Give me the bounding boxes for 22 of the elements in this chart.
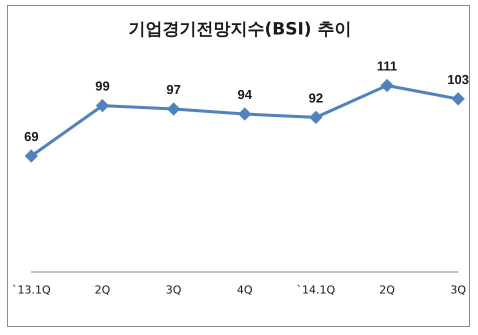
chart-title: 기업경기전망지수(BSI) 추이: [128, 20, 352, 40]
point: [96, 100, 108, 112]
point: [238, 108, 251, 120]
point: [25, 150, 38, 162]
x-tick-label: 3Q: [166, 283, 182, 296]
data-label: 92: [308, 90, 324, 106]
data-label: 97: [166, 82, 181, 98]
point: [381, 80, 394, 92]
x-tick-label: 2Q: [94, 283, 111, 296]
data-label: 111: [376, 58, 398, 74]
x-tick-label: 4Q: [236, 283, 253, 296]
data-label: 94: [238, 87, 253, 102]
point: [168, 103, 180, 115]
x-tick-label: `13.1Q: [12, 283, 51, 296]
x-tick-label: 2Q: [379, 283, 396, 296]
point: [452, 92, 464, 105]
x-tick-label: `14.1Q: [296, 283, 336, 296]
data-label: 103: [447, 72, 470, 88]
x-tick-label: 3Q: [450, 283, 466, 296]
data-label: 99: [95, 78, 110, 94]
data-label: 69: [24, 129, 39, 144]
point: [310, 111, 322, 124]
